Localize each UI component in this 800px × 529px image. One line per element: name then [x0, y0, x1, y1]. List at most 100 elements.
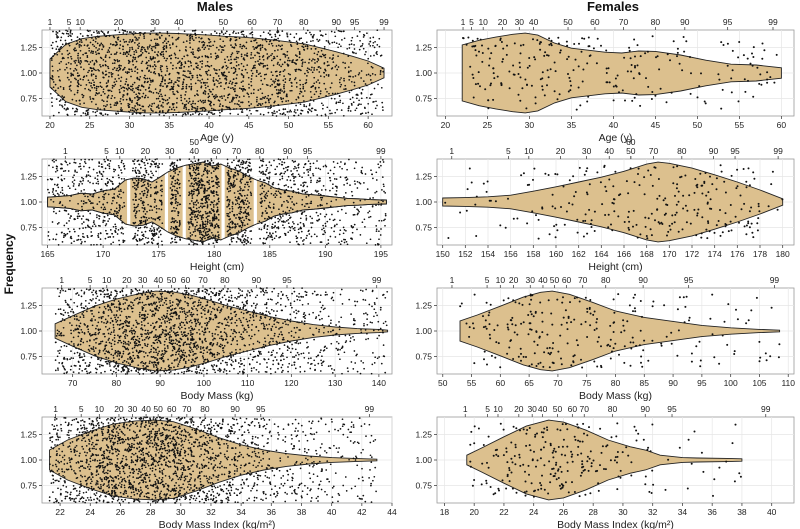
data-point — [550, 44, 553, 47]
data-point — [97, 236, 100, 239]
data-point — [351, 194, 354, 197]
data-point — [344, 238, 347, 241]
data-point — [180, 96, 183, 99]
data-point — [268, 206, 270, 208]
data-point — [82, 232, 84, 235]
data-point — [310, 179, 312, 182]
data-point — [196, 228, 199, 231]
data-point — [194, 82, 197, 85]
data-point — [612, 85, 615, 88]
data-point — [77, 79, 80, 82]
data-point — [204, 99, 207, 102]
data-point — [209, 222, 211, 224]
data-point — [368, 216, 370, 219]
data-point — [626, 70, 629, 73]
data-point — [307, 71, 309, 74]
data-point — [272, 232, 274, 235]
data-point — [262, 242, 265, 245]
data-point — [68, 78, 70, 81]
data-point — [68, 44, 71, 47]
data-point — [321, 196, 324, 199]
data-point — [137, 92, 140, 94]
data-point — [360, 97, 363, 100]
data-point — [260, 202, 262, 205]
data-point — [190, 240, 193, 243]
data-point — [147, 203, 149, 206]
data-point — [177, 214, 179, 217]
data-point — [279, 89, 282, 92]
data-point — [585, 191, 588, 194]
percentile-tick-label: 5 — [67, 17, 72, 27]
data-point — [208, 45, 211, 47]
data-point — [93, 243, 95, 246]
data-point — [289, 197, 292, 200]
data-point — [290, 89, 293, 92]
data-point — [172, 177, 174, 180]
data-point — [278, 40, 280, 42]
data-point — [210, 56, 212, 58]
data-point — [214, 217, 217, 220]
data-point — [193, 56, 196, 58]
data-point — [220, 46, 223, 48]
data-point — [73, 49, 76, 52]
data-point — [230, 238, 233, 241]
data-point — [283, 190, 286, 193]
data-point — [261, 201, 263, 203]
data-point — [158, 95, 161, 98]
data-point — [244, 231, 246, 234]
data-point — [214, 235, 217, 238]
data-point — [171, 181, 173, 183]
data-point — [113, 104, 116, 106]
data-point — [215, 55, 218, 58]
data-point — [92, 206, 95, 209]
data-point — [478, 50, 480, 53]
data-point — [283, 90, 286, 93]
data-point — [204, 55, 207, 58]
data-point — [522, 43, 525, 46]
data-point — [297, 173, 300, 176]
data-point — [563, 223, 566, 226]
data-point — [327, 40, 330, 42]
data-point — [290, 85, 293, 87]
data-point — [205, 200, 208, 203]
percentile-tick-label: 50 — [219, 17, 229, 27]
data-point — [106, 113, 109, 116]
data-point — [233, 159, 235, 162]
data-point — [200, 37, 202, 40]
data-point — [277, 44, 280, 47]
data-point — [346, 178, 349, 180]
data-point — [302, 223, 305, 225]
data-point — [206, 212, 209, 214]
data-point — [61, 163, 63, 166]
data-point — [302, 182, 304, 184]
data-point — [628, 46, 631, 49]
data-point — [197, 202, 200, 204]
data-point — [154, 57, 156, 59]
data-point — [340, 83, 343, 86]
data-point — [106, 96, 109, 99]
data-point — [319, 196, 322, 199]
data-point — [162, 50, 164, 53]
data-point — [347, 107, 350, 110]
data-point — [111, 196, 114, 199]
data-point — [177, 36, 180, 39]
data-point — [724, 191, 727, 194]
data-point — [310, 33, 312, 36]
data-point — [250, 69, 253, 72]
data-point — [231, 226, 233, 229]
data-point — [707, 191, 710, 194]
data-point — [217, 56, 220, 58]
data-point — [644, 52, 647, 55]
data-point — [226, 158, 229, 161]
data-point — [105, 54, 107, 57]
data-point — [334, 65, 337, 68]
data-point — [369, 37, 372, 39]
data-point — [769, 76, 772, 79]
data-point — [139, 34, 142, 36]
data-point — [215, 223, 218, 225]
data-point — [310, 96, 313, 99]
data-point — [372, 197, 374, 199]
data-point — [624, 99, 626, 102]
data-point — [324, 164, 327, 167]
